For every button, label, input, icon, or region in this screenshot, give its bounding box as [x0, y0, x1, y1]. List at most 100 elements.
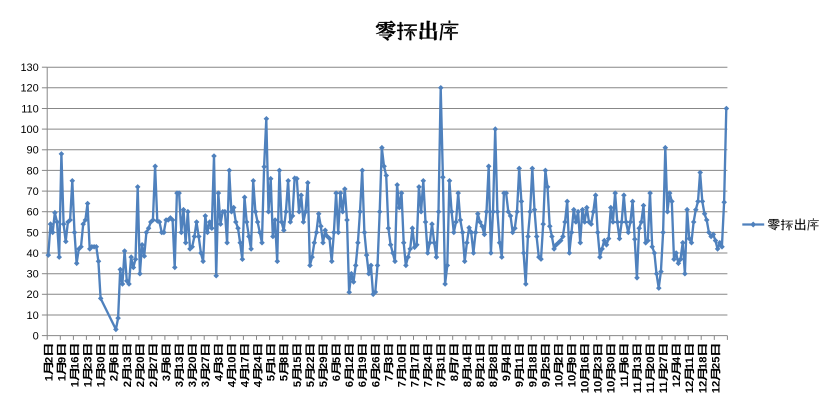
svg-text:18: 18	[697, 357, 709, 370]
svg-text:1: 1	[266, 357, 278, 363]
svg-text:12: 12	[710, 381, 722, 394]
svg-text:23: 23	[83, 357, 95, 370]
svg-text:2: 2	[148, 381, 160, 387]
svg-text:7: 7	[410, 381, 422, 387]
svg-text:6: 6	[357, 381, 369, 387]
svg-text:27: 27	[148, 357, 160, 370]
svg-text:11: 11	[632, 381, 644, 393]
svg-text:130: 130	[20, 62, 38, 74]
svg-text:17: 17	[240, 357, 252, 370]
svg-text:2: 2	[43, 357, 55, 363]
svg-text:30: 30	[96, 357, 108, 370]
svg-text:4: 4	[213, 374, 225, 381]
svg-text:25: 25	[710, 357, 722, 370]
svg-text:12: 12	[671, 375, 683, 388]
svg-text:6: 6	[344, 381, 356, 387]
svg-text:1: 1	[83, 381, 95, 387]
svg-text:90: 90	[27, 145, 39, 157]
svg-text:20: 20	[645, 357, 657, 370]
svg-text:13: 13	[174, 357, 186, 370]
svg-text:8: 8	[488, 381, 500, 387]
svg-text:6: 6	[619, 357, 631, 363]
svg-text:5: 5	[279, 375, 291, 381]
svg-text:4: 4	[226, 380, 238, 387]
svg-text:13: 13	[632, 357, 644, 370]
svg-text:3: 3	[161, 375, 173, 381]
svg-text:4: 4	[253, 380, 265, 387]
svg-text:16: 16	[580, 357, 592, 370]
svg-text:17: 17	[410, 357, 422, 370]
svg-text:70: 70	[27, 186, 39, 198]
svg-text:7: 7	[423, 381, 435, 387]
svg-text:12: 12	[684, 381, 696, 394]
svg-text:5: 5	[292, 381, 304, 387]
svg-text:2: 2	[109, 375, 121, 381]
svg-text:24: 24	[253, 356, 265, 369]
svg-text:5: 5	[305, 381, 317, 387]
svg-text:31: 31	[436, 357, 448, 370]
svg-text:5: 5	[331, 357, 343, 363]
svg-text:6: 6	[161, 357, 173, 363]
svg-text:23: 23	[593, 357, 605, 370]
svg-text:9: 9	[514, 381, 526, 387]
svg-text:0: 0	[33, 331, 39, 343]
svg-text:60: 60	[27, 207, 39, 219]
svg-text:9: 9	[567, 357, 579, 363]
svg-text:2: 2	[135, 381, 147, 387]
svg-text:110: 110	[21, 103, 39, 115]
svg-text:6: 6	[331, 375, 343, 381]
svg-text:29: 29	[318, 357, 330, 370]
svg-text:5: 5	[266, 375, 278, 381]
svg-text:11: 11	[619, 375, 631, 387]
svg-text:5: 5	[318, 381, 330, 387]
svg-text:4: 4	[501, 356, 513, 363]
svg-text:10: 10	[567, 375, 579, 388]
svg-text:1: 1	[56, 375, 68, 381]
svg-text:9: 9	[540, 381, 552, 387]
svg-text:11: 11	[658, 381, 670, 393]
svg-text:27: 27	[200, 357, 212, 370]
svg-text:10: 10	[396, 357, 408, 370]
svg-text:3: 3	[383, 357, 395, 363]
svg-text:10: 10	[226, 357, 238, 370]
svg-text:3: 3	[200, 381, 212, 387]
svg-text:24: 24	[423, 356, 435, 369]
svg-text:12: 12	[697, 381, 709, 394]
svg-text:120: 120	[20, 83, 38, 95]
svg-text:10: 10	[27, 310, 39, 322]
svg-text:8: 8	[462, 381, 474, 387]
svg-text:28: 28	[488, 357, 500, 370]
svg-text:30: 30	[606, 357, 618, 370]
svg-text:10: 10	[606, 381, 618, 394]
svg-text:10: 10	[553, 375, 565, 388]
svg-text:8: 8	[449, 375, 461, 381]
svg-text:3: 3	[213, 357, 225, 363]
svg-text:26: 26	[370, 357, 382, 370]
svg-text:4: 4	[240, 380, 252, 387]
svg-text:11: 11	[684, 357, 696, 369]
svg-text:100: 100	[20, 124, 38, 136]
svg-text:40: 40	[27, 248, 39, 260]
svg-text:1: 1	[69, 381, 81, 387]
svg-text:15: 15	[292, 357, 304, 370]
svg-text:11: 11	[514, 357, 526, 369]
svg-text:12: 12	[344, 357, 356, 370]
svg-text:6: 6	[109, 357, 121, 363]
svg-text:14: 14	[462, 356, 474, 369]
svg-text:8: 8	[279, 357, 291, 363]
svg-text:10: 10	[580, 381, 592, 394]
svg-text:20: 20	[187, 357, 199, 370]
svg-text:2: 2	[553, 357, 565, 363]
svg-text:16: 16	[69, 357, 81, 370]
svg-text:2: 2	[122, 381, 134, 387]
svg-text:7: 7	[436, 381, 448, 387]
svg-text:8: 8	[475, 381, 487, 387]
svg-text:9: 9	[501, 375, 513, 381]
svg-text:6: 6	[370, 381, 382, 387]
svg-text:3: 3	[187, 381, 199, 387]
svg-text:9: 9	[527, 381, 539, 387]
svg-text:4: 4	[671, 356, 683, 363]
svg-text:18: 18	[527, 357, 539, 370]
svg-text:13: 13	[122, 357, 134, 370]
svg-text:11: 11	[645, 381, 657, 393]
